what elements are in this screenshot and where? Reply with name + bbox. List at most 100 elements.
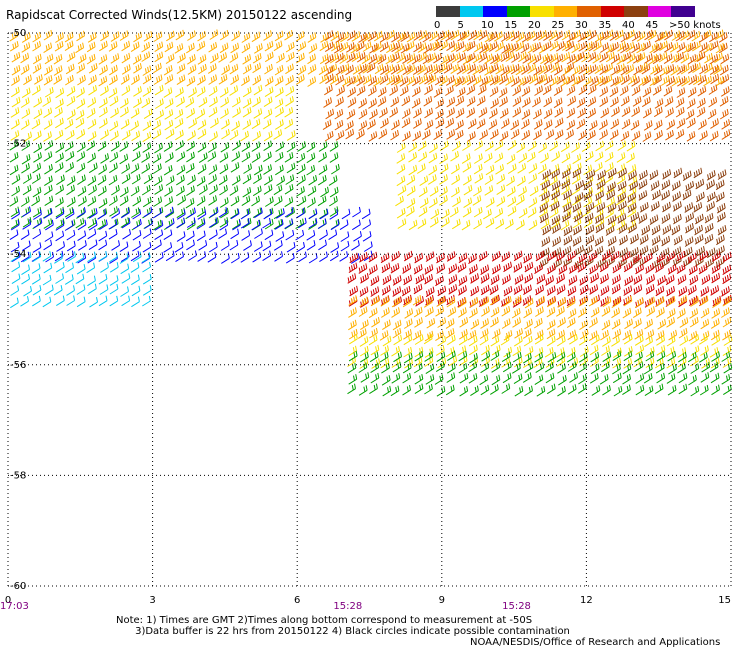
wind-barb — [600, 296, 610, 307]
wind-barb — [631, 30, 641, 42]
wind-barb — [348, 295, 358, 306]
wind-barb — [88, 63, 98, 74]
wind-barb — [329, 52, 339, 64]
wind-barb — [185, 230, 195, 242]
wind-barb — [44, 86, 54, 98]
wind-barb — [55, 206, 65, 218]
wind-barb — [65, 262, 74, 274]
wind-barb — [77, 230, 87, 242]
wind-barb — [699, 32, 708, 43]
wind-barb — [451, 52, 461, 63]
wind-barb — [591, 385, 601, 396]
wind-barb — [423, 297, 433, 308]
wind-barb — [513, 373, 523, 385]
wind-barb — [700, 318, 710, 330]
wind-barb — [369, 109, 378, 120]
wind-barb — [55, 230, 65, 242]
wind-barb — [253, 241, 263, 252]
wind-barb — [700, 286, 710, 297]
wind-barb — [274, 98, 284, 109]
wind-barb — [164, 98, 174, 109]
axis-tick-labels: 0 3 6 9 12 15-50-52-54-56-58-60 — [5, 28, 731, 606]
wind-barb — [319, 251, 328, 263]
wind-barb — [109, 120, 119, 132]
wind-barb — [439, 195, 448, 206]
wind-barb — [664, 42, 673, 53]
wind-barb — [623, 261, 633, 273]
wind-barb — [680, 63, 690, 75]
wind-barb — [264, 63, 273, 75]
wind-barb — [369, 43, 378, 54]
wind-barb — [704, 53, 713, 64]
wind-barb — [706, 179, 715, 191]
wind-barb — [541, 190, 550, 202]
wind-barb — [109, 283, 119, 295]
wind-barb — [187, 130, 196, 141]
wind-barb — [554, 30, 563, 42]
wind-barb — [240, 252, 250, 263]
wind-barb — [141, 97, 151, 109]
wind-barb — [590, 272, 599, 284]
wind-barb — [631, 85, 641, 97]
wind-barb — [186, 108, 195, 119]
wind-barb — [589, 373, 599, 384]
wind-barb — [43, 107, 53, 119]
wind-barb — [242, 173, 252, 185]
wind-barb — [20, 296, 29, 307]
wind-barb — [284, 196, 294, 208]
wind-barb — [76, 162, 86, 174]
wind-barb — [218, 74, 228, 85]
wind-barb — [131, 74, 140, 86]
wind-barb — [100, 129, 109, 141]
wind-barb — [424, 119, 434, 131]
wind-barb — [467, 329, 477, 341]
wind-barb — [561, 40, 571, 51]
wind-barb — [595, 75, 604, 87]
wind-barb — [264, 51, 274, 63]
wind-barb — [75, 109, 85, 121]
wind-barb — [612, 357, 622, 369]
wind-barb — [489, 63, 499, 74]
wind-barb — [719, 64, 729, 76]
wind-barb — [447, 306, 457, 318]
wind-barb — [501, 31, 510, 42]
wind-barb — [251, 141, 261, 152]
wind-barb — [512, 96, 522, 107]
wind-barb — [600, 107, 610, 119]
wind-barb — [522, 75, 532, 86]
wind-barb — [306, 230, 316, 241]
wind-barb — [22, 184, 32, 196]
wind-barb — [684, 202, 694, 213]
wind-barb — [414, 252, 424, 264]
wind-barb — [651, 235, 661, 246]
wind-barb — [579, 319, 588, 331]
wind-barb — [689, 316, 699, 328]
wind-barb — [566, 297, 576, 309]
wind-barb — [558, 264, 568, 275]
wind-barb — [32, 53, 42, 65]
wind-barb — [671, 75, 681, 87]
wind-barb — [535, 250, 545, 262]
wind-barb — [97, 141, 107, 152]
wind-barb — [577, 107, 586, 119]
wind-barb — [219, 163, 229, 175]
wind-barb — [544, 347, 554, 358]
wind-barb — [601, 306, 611, 317]
wind-barb — [709, 54, 719, 65]
wind-barb — [588, 120, 598, 131]
wind-barb — [427, 74, 437, 85]
wind-barb — [511, 76, 520, 87]
wind-barb — [478, 62, 488, 74]
wind-barb — [489, 129, 499, 140]
wind-barb — [692, 40, 701, 52]
wind-barb — [231, 151, 241, 162]
wind-barb — [666, 335, 676, 347]
wind-barb — [198, 63, 207, 75]
wind-barb — [547, 352, 557, 363]
wind-barb — [64, 220, 74, 231]
wind-barb — [474, 153, 483, 164]
wind-barb — [435, 275, 444, 287]
wind-barb — [502, 274, 511, 285]
wind-barb — [324, 54, 334, 65]
wind-barb — [536, 295, 546, 307]
